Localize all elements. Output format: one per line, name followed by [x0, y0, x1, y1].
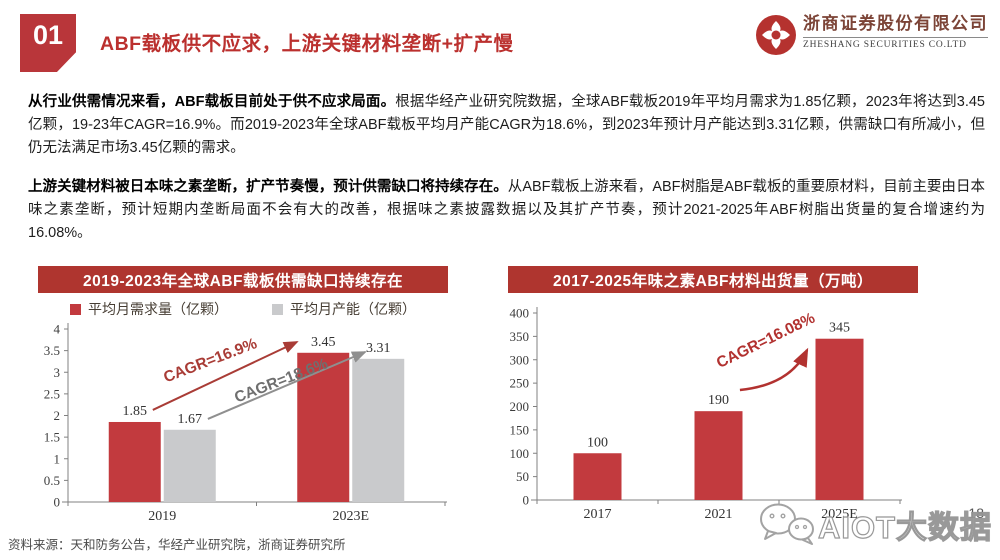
- y-tick-label: 2.5: [44, 386, 60, 401]
- chart-title-banner: 2019-2023年全球ABF载板供需缺口持续存在: [38, 266, 448, 293]
- page-title: ABF载板供不应求，上游关键材料垄断+扩产慢: [100, 33, 514, 55]
- y-tick-label: 2: [54, 408, 61, 423]
- bar-value-label: 1.67: [178, 412, 203, 427]
- x-category-label: 2017: [584, 507, 612, 522]
- company-logo-icon: [756, 15, 796, 55]
- bar: [694, 411, 743, 500]
- cagr-label: CAGR=16.9%: [161, 335, 259, 386]
- bar-value-label: 1.85: [123, 404, 148, 419]
- y-tick-label: 3: [54, 365, 61, 380]
- x-category-label: 2025E: [821, 507, 858, 522]
- y-tick-label: 0.5: [44, 473, 60, 488]
- paragraph-rest: 根据华经产业研究院数据，全球ABF载板2019年平均月需求为1.85亿颗，202…: [28, 94, 985, 156]
- y-tick-label: 400: [510, 306, 530, 321]
- y-tick-label: 250: [510, 376, 530, 391]
- paragraph-supply-demand: 从行业供需情况来看，ABF载板目前处于供不应求局面。根据华经产业研究院数据，全球…: [28, 91, 985, 160]
- chart-title-banner: 2017-2025年味之素ABF材料出货量（万吨）: [508, 266, 918, 293]
- bar-value-label: 3.31: [366, 341, 391, 356]
- y-tick-label: 3.5: [44, 343, 60, 358]
- y-tick-label: 100: [510, 446, 530, 461]
- cagr-arrow: [207, 351, 367, 420]
- bar-value-label: 345: [829, 321, 850, 336]
- watermark-text: AIOT大数据: [817, 509, 992, 545]
- y-tick-label: 0: [54, 495, 61, 510]
- paragraph-rest: 从ABF载板上游来看，ABF树脂是ABF载板的重要原材料，目前主要由日本味之素垄…: [28, 179, 985, 241]
- body-text: 从行业供需情况来看，ABF载板目前处于供不应求局面。根据华经产业研究院数据，全球…: [28, 91, 985, 261]
- y-tick-label: 1: [54, 451, 61, 466]
- y-tick-label: 50: [516, 469, 529, 484]
- chart-canvas: 0 50 100 150 200 250 300 350 400 2017 2021 2025E 100…: [510, 306, 902, 522]
- bar: [815, 338, 864, 500]
- source-note: 资料来源：天和防务公告，华经产业研究院，浙商证券研究所: [8, 538, 346, 552]
- company-name-cn: 浙商证券股份有限公司: [803, 13, 988, 38]
- company-name-en: ZHESHANG SECURITIES CO.LTD: [803, 40, 967, 50]
- company-logo: 浙商证券股份有限公司 ZHESHANG SECURITIES CO.LTD: [754, 13, 988, 57]
- paragraph-lead: 从行业供需情况来看，ABF载板目前处于供不应求局面。: [28, 94, 396, 110]
- bar: [352, 358, 405, 502]
- section-number-badge: 01: [20, 14, 76, 72]
- x-category-label: 2023E: [332, 509, 369, 524]
- x-category-label: 2021: [705, 507, 733, 522]
- paragraph-lead: 上游关键材料被日本味之素垄断，扩产节奏慢，预计供需缺口将持续存在。: [28, 179, 508, 195]
- bar: [108, 421, 161, 502]
- y-tick-label: 4: [54, 322, 61, 337]
- y-tick-label: 300: [510, 352, 530, 367]
- y-tick-label: 1.5: [44, 430, 60, 445]
- bar: [163, 429, 216, 502]
- page-number: 18: [968, 505, 984, 521]
- chart-abf-supply-demand: 2019-2023年全球ABF载板供需缺口持续存在 平均月需求量（亿颗） 平均月产…: [38, 266, 448, 538]
- cagr-arrow: [739, 347, 809, 392]
- chart-canvas: 0 0.5 1 1.5 2 2.5 3 3.5 4 2019 2023E 1.85 3.45 1.67 3.…: [44, 322, 447, 524]
- x-category-label: 2019: [148, 509, 176, 524]
- y-tick-label: 150: [510, 422, 530, 437]
- watermark: AIOT大数据: [756, 500, 992, 548]
- chat-bubbles-icon: [759, 503, 814, 545]
- chart-ajinomoto-shipments: 2017-2025年味之素ABF材料出货量（万吨） 0 50 100 150 200 25…: [508, 266, 918, 538]
- bar-value-label: 100: [587, 435, 608, 450]
- paragraph-upstream: 上游关键材料被日本味之素垄断，扩产节奏慢，预计供需缺口将持续存在。从ABF载板上…: [28, 176, 985, 245]
- bar-value-label: 3.45: [311, 335, 336, 350]
- y-tick-label: 0: [523, 493, 530, 508]
- cagr-arrow: [152, 341, 299, 411]
- company-name: 浙商证券股份有限公司 ZHESHANG SECURITIES CO.LTD: [803, 13, 988, 50]
- bar: [573, 453, 622, 500]
- cagr-label: CAGR=16.08%: [714, 310, 818, 372]
- bar-value-label: 190: [708, 393, 729, 408]
- y-tick-label: 350: [510, 329, 530, 344]
- y-tick-label: 200: [510, 399, 530, 414]
